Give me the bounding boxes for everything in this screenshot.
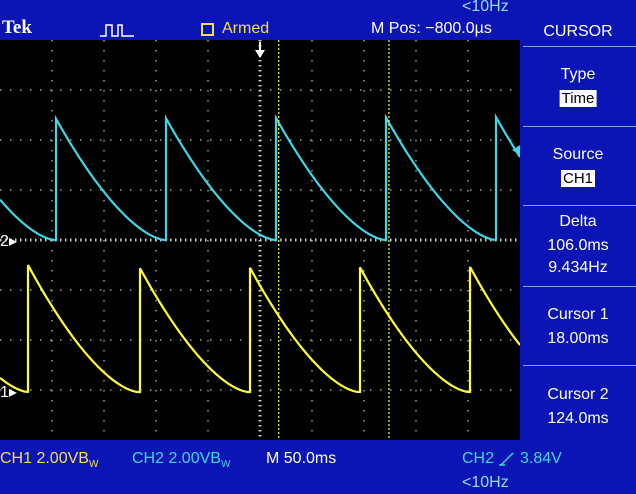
ch1-scale: CH1 2.00VBW xyxy=(0,450,99,471)
ch2-marker: 2▸ xyxy=(0,233,17,250)
delta-freq-value: 9.434Hz xyxy=(548,259,608,276)
ch2-trace xyxy=(0,112,521,242)
brand-logo: Tek xyxy=(2,17,32,38)
timebase-label: M 50.0ms xyxy=(266,450,337,467)
cursor1-value[interactable]: 18.00ms xyxy=(547,330,609,347)
square-checkbox-icon xyxy=(201,23,214,36)
cursor2-label[interactable]: Cursor 2 xyxy=(547,386,609,403)
type-label[interactable]: Type xyxy=(560,66,596,83)
side-menu: CURSOR Type Time Source CH1 Delta 106.0m… xyxy=(520,0,636,494)
trigger-position-icon xyxy=(255,50,265,58)
source-label[interactable]: Source xyxy=(552,146,604,163)
menu-divider xyxy=(523,205,636,206)
cursor1-label[interactable]: Cursor 1 xyxy=(547,306,609,323)
ch1-marker: 1▸ xyxy=(0,384,17,401)
rising-edge-icon xyxy=(499,451,517,467)
pulse-trigger-icon xyxy=(100,22,134,38)
menu-divider xyxy=(523,365,636,366)
trigger-source: CH2 xyxy=(462,450,495,467)
m-pos-label: M Pos: −800.0µs xyxy=(371,20,492,37)
delta-time-value: 106.0ms xyxy=(547,237,609,254)
status-label: Armed xyxy=(222,20,270,37)
trigger-level-icon xyxy=(512,145,520,155)
freq-bottom-label: <10Hz xyxy=(462,474,509,491)
ch1-trace xyxy=(0,264,521,394)
menu-divider xyxy=(523,126,636,127)
menu-divider xyxy=(523,286,636,287)
type-value[interactable]: Time xyxy=(559,90,597,107)
menu-title: CURSOR xyxy=(543,23,613,40)
delta-label: Delta xyxy=(559,213,597,230)
trigger-position-icon xyxy=(259,42,261,50)
freq-top-label: <10Hz xyxy=(462,0,509,15)
trigger-level: 3.84V xyxy=(520,450,562,467)
cursor2-value[interactable]: 124.0ms xyxy=(547,410,609,427)
ch2-scale: CH2 2.00VBW xyxy=(132,450,231,471)
menu-divider xyxy=(523,46,636,47)
source-value[interactable]: CH1 xyxy=(560,170,596,187)
